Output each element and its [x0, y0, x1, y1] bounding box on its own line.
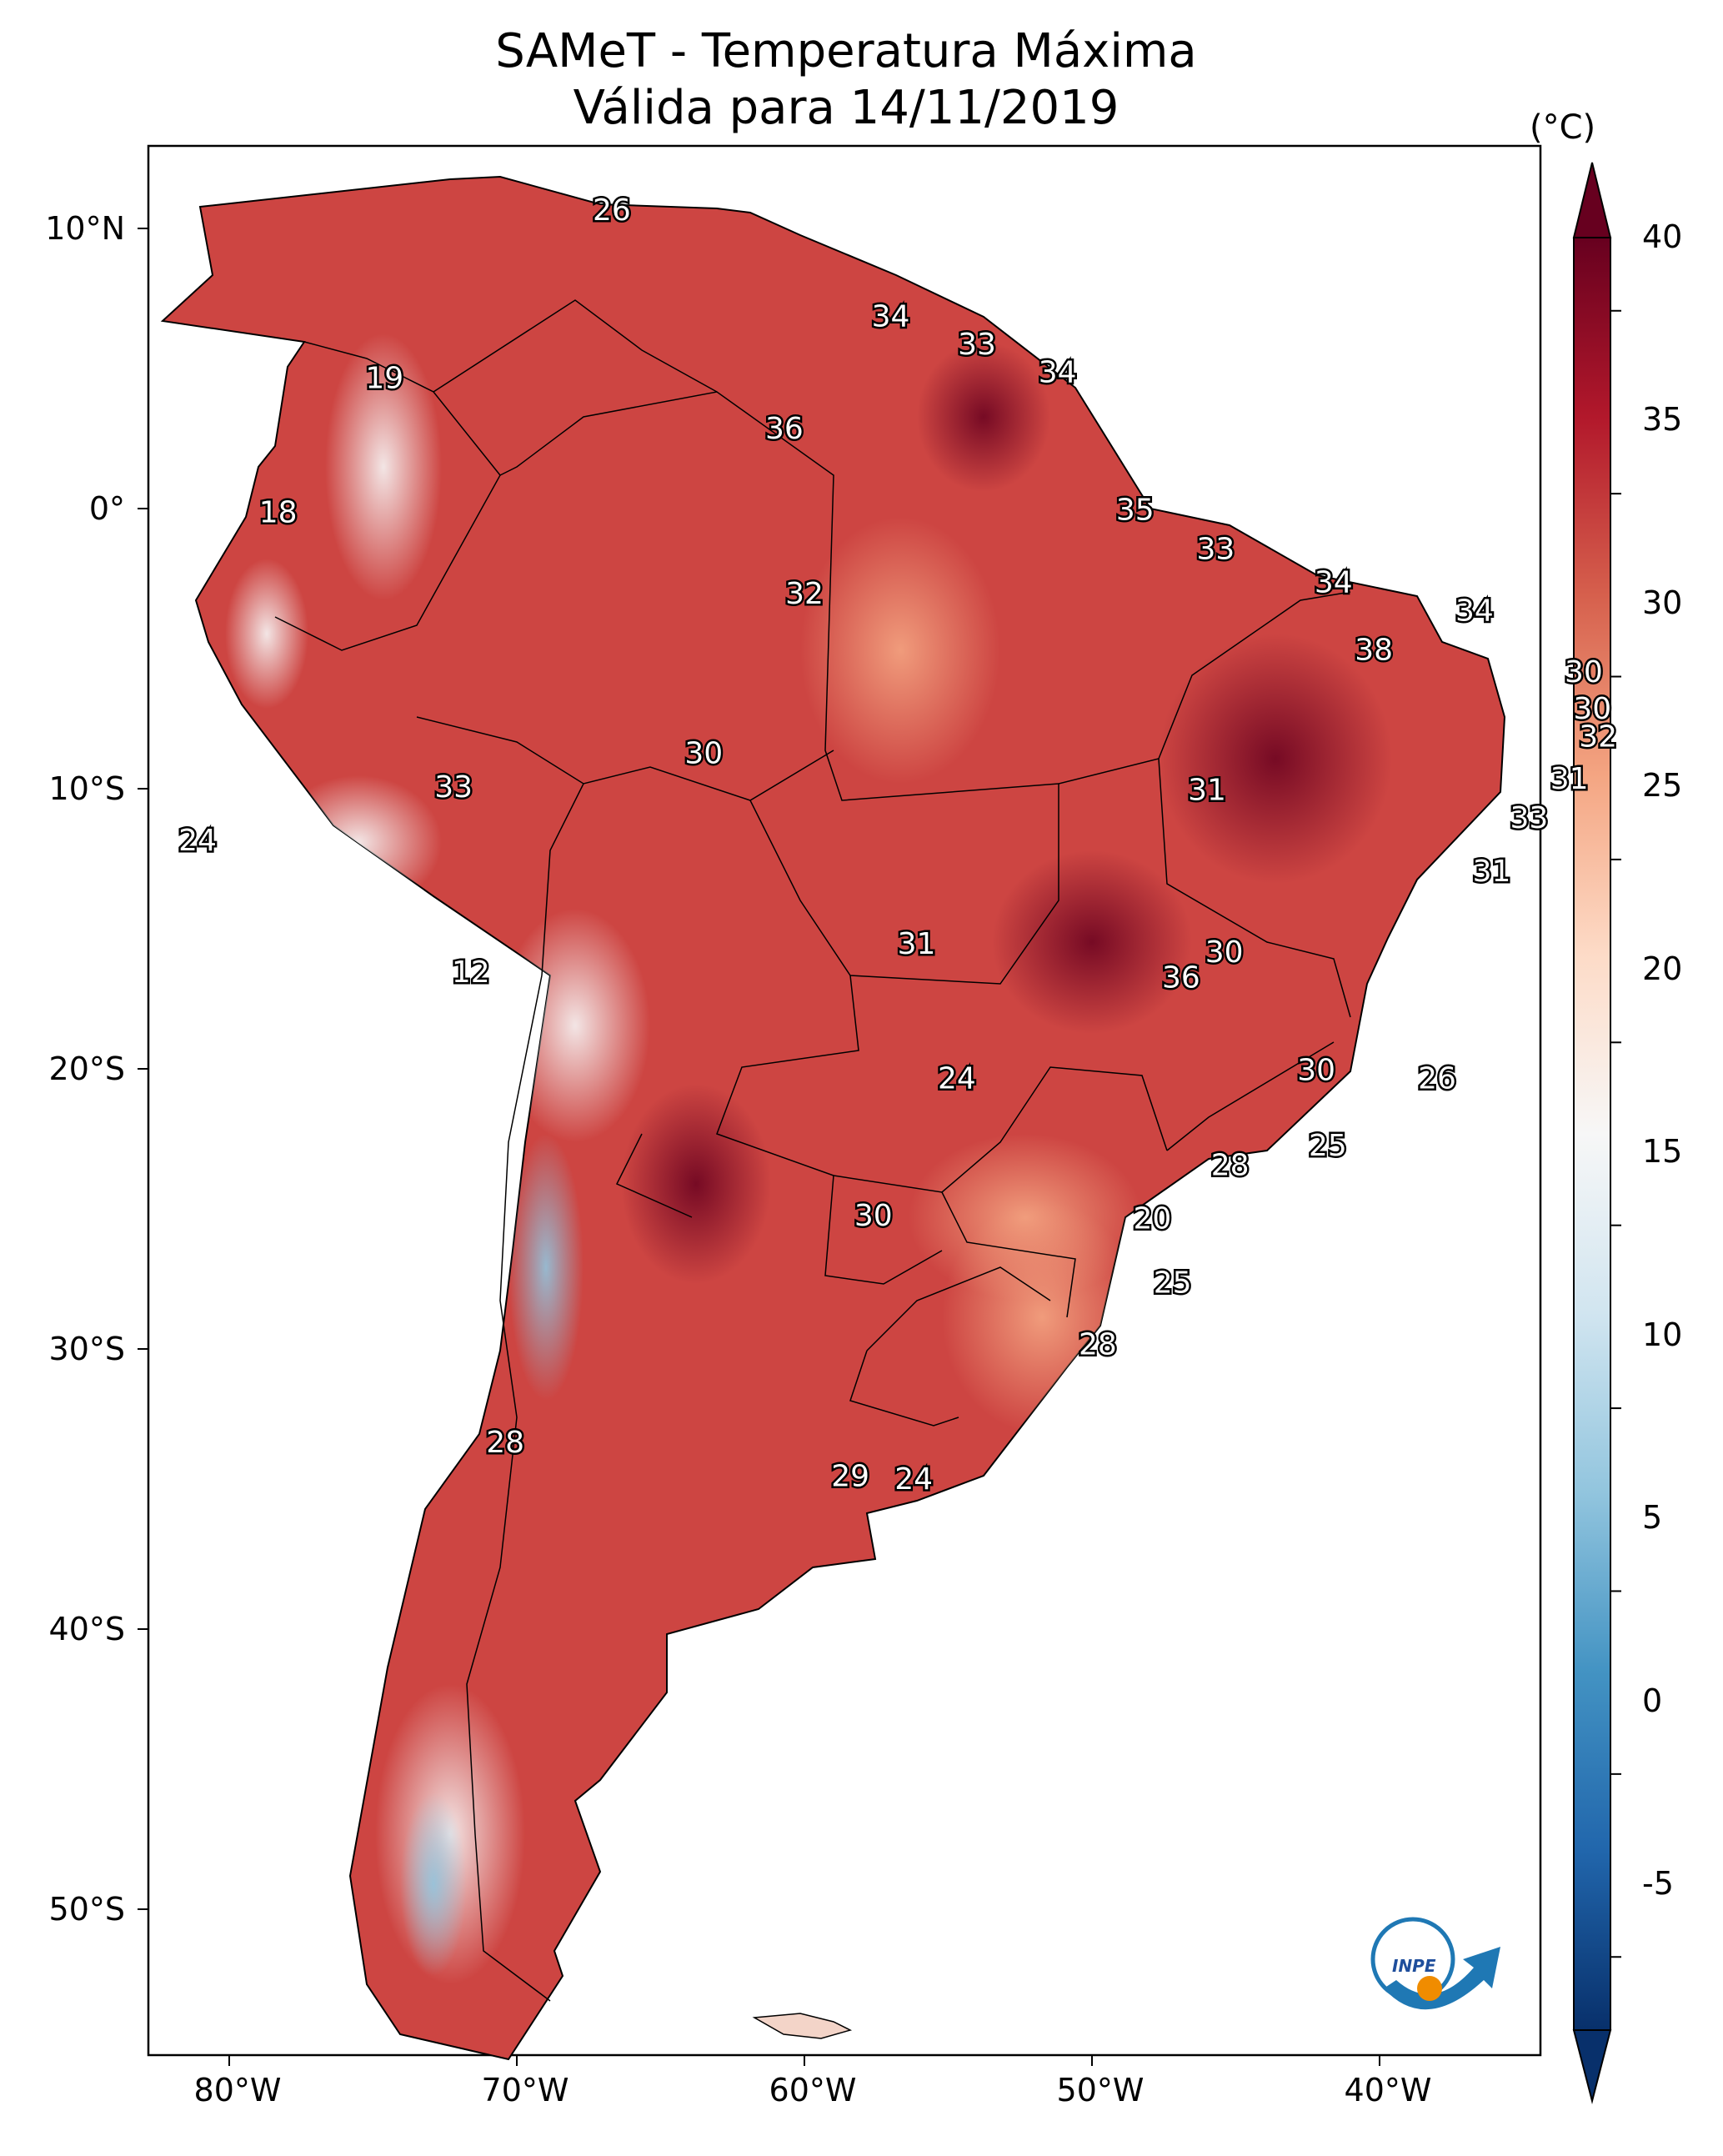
lat-tick: 10°N: [45, 210, 125, 247]
falklands: [752, 2013, 853, 2039]
station-value-label: 25: [1154, 1266, 1192, 1301]
station-value-label: 30: [1573, 692, 1611, 726]
lat-tick: 30°S: [48, 1331, 125, 1367]
station-value-label: 33: [1510, 801, 1548, 835]
station-value-label: 26: [593, 193, 631, 228]
lon-tick: 60°W: [769, 2072, 857, 2108]
lat-tick: 10°S: [48, 770, 125, 807]
station-value-label: 31: [1473, 855, 1511, 889]
station-value-label: 31: [1188, 773, 1226, 807]
station-value-label: 31: [1550, 762, 1589, 796]
station-value-label: 36: [1162, 960, 1200, 995]
station-value-label: 30: [1205, 935, 1244, 970]
station-value-label: 30: [854, 1199, 893, 1233]
colorbar-tick-label: 35: [1642, 401, 1683, 438]
colorbar-tick-label: 5: [1642, 1499, 1663, 1536]
lon-tick: 80°W: [193, 2072, 282, 2108]
station-value-label: 24: [178, 824, 217, 858]
station-value-label: 20: [1134, 1201, 1172, 1236]
colorbar-tick-label: 30: [1642, 584, 1683, 621]
lon-tick: 50°W: [1056, 2072, 1144, 2108]
station-value-label: 33: [434, 770, 473, 805]
station-value-label: 34: [1455, 594, 1494, 628]
station-value-label: 34: [1315, 566, 1353, 600]
colorbar-tick-label: -5: [1642, 1865, 1674, 1902]
station-value-label: 24: [894, 1462, 933, 1497]
colorbar: [1572, 162, 1621, 2104]
station-value-label: 33: [1196, 532, 1235, 566]
station-value-label: 18: [259, 496, 298, 530]
station-value-label: 30: [1565, 655, 1603, 689]
station-value-label: 29: [831, 1460, 869, 1494]
map-title-line2: Válida para 14/11/2019: [573, 81, 1119, 135]
svg-text:INPE: INPE: [1392, 1956, 1436, 1976]
lat-tick: 40°S: [48, 1611, 125, 1647]
country-borders: [274, 299, 1351, 2002]
colorbar-tick-label: 25: [1642, 767, 1683, 804]
lon-tick: 40°W: [1344, 2072, 1432, 2108]
colorbar-unit: (°C): [1530, 108, 1596, 147]
colorbar-tick-label: 10: [1642, 1316, 1683, 1353]
station-value-label: 30: [1297, 1053, 1335, 1087]
colorbar-min-arrow: [1572, 2029, 1612, 2104]
lat-tick: 0°: [88, 490, 125, 527]
colorbar-tick-label: 15: [1642, 1133, 1683, 1170]
colorbar-tick-label: 40: [1642, 218, 1683, 255]
lon-tick: 70°W: [481, 2072, 569, 2108]
station-value-label: 30: [684, 737, 723, 771]
station-value-label: 19: [365, 361, 403, 395]
map-title-line1: SAMeT - Temperatura Máxima: [495, 24, 1197, 78]
station-value-label: 35: [1116, 493, 1155, 527]
lat-tick: 20°S: [48, 1050, 125, 1087]
station-value-label: 28: [1079, 1328, 1117, 1362]
station-value-label: 31: [898, 927, 936, 961]
map-title: SAMeT - Temperatura Máxima Válida para 1…: [150, 23, 1542, 137]
station-value-label: 28: [486, 1426, 524, 1460]
station-value-label: 32: [785, 577, 824, 611]
inpe-logo: INPE: [1370, 1917, 1500, 2010]
station-value-label: 34: [872, 300, 910, 334]
station-value-label: 32: [1579, 720, 1617, 755]
station-value-label: 34: [1039, 356, 1077, 390]
station-value-label: 24: [938, 1061, 976, 1096]
colorbar-tick-label: 0: [1642, 1682, 1663, 1719]
station-value-label: 12: [452, 955, 490, 990]
station-value-label: 33: [958, 328, 996, 362]
station-value-label: 28: [1211, 1149, 1250, 1183]
lat-tick: 50°S: [48, 1891, 125, 1928]
colorbar-max-arrow: [1572, 162, 1612, 238]
station-value-label: 26: [1418, 1061, 1456, 1096]
colorbar-tick-label: 20: [1642, 950, 1683, 987]
station-value-label: 36: [765, 412, 804, 446]
station-value-label: 25: [1309, 1129, 1347, 1163]
station-value-label: 38: [1355, 633, 1393, 667]
